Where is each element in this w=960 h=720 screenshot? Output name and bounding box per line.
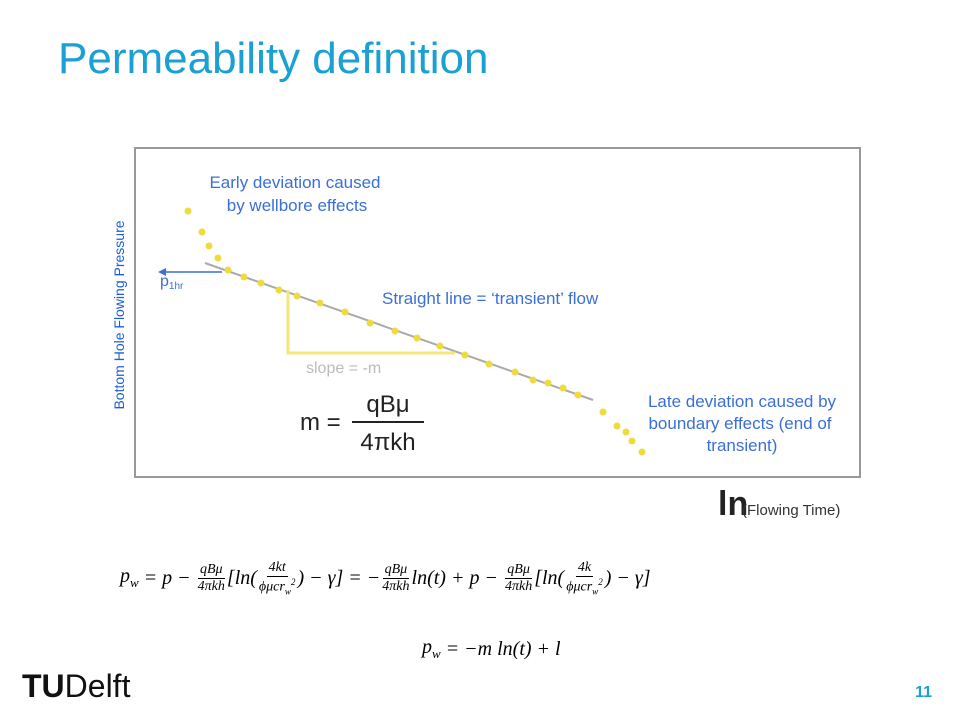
math-text: = p − <box>138 566 196 589</box>
slope-label: slope = -m <box>306 360 381 377</box>
dot <box>461 351 469 359</box>
math-sup: 2 <box>290 577 296 587</box>
dot <box>529 376 537 384</box>
dot <box>275 286 283 294</box>
fraction: 4k ϕμcrw2 <box>566 560 603 596</box>
dot <box>628 437 636 445</box>
math-text: qBμ <box>197 561 225 579</box>
dot <box>413 334 421 342</box>
math-text: qBμ <box>505 561 532 579</box>
math-text: = <box>343 566 367 589</box>
fraction: qBμ 4πkh <box>382 562 409 595</box>
figure: Bottom Hole Flowing Pressure ln (Flowing… <box>111 147 861 523</box>
slope-triangle <box>286 290 455 355</box>
straight-note: Straight line = ‘transient’ flow <box>382 289 599 308</box>
logo-delft: Delft <box>64 668 131 704</box>
dot <box>341 308 349 316</box>
dot <box>316 299 324 307</box>
dot <box>224 266 232 274</box>
math-text: 4πkh <box>197 578 225 594</box>
math-text: 4πkh <box>382 578 410 594</box>
math-base: p <box>120 565 130 588</box>
math-text: ln(t) + p − <box>411 566 503 589</box>
dot <box>599 408 607 416</box>
math-symbol: pw <box>422 636 441 662</box>
dot <box>184 207 192 215</box>
early-note: by wellbore effects <box>227 196 367 215</box>
late-note: boundary effects (end of <box>648 414 831 433</box>
m-lhs: m = <box>300 409 341 436</box>
equation: pw = p − qBμ 4πkh [ln(4kt ϕμcrw2) − γ] = − q… <box>120 560 651 596</box>
math-base: ϕμcr <box>258 579 285 595</box>
math-symbol: ϕμcrw2 <box>259 577 296 596</box>
dot <box>485 360 493 368</box>
dot <box>257 279 265 287</box>
x-axis-label: (Flowing Time) <box>742 502 840 519</box>
data-dots <box>184 207 646 456</box>
math-text: = −m ln(t) + l <box>440 637 561 660</box>
dot <box>205 242 213 250</box>
math-base: p <box>422 636 432 658</box>
math-text: [ln( <box>534 566 565 589</box>
math-symbol: pw <box>120 565 139 591</box>
math-text: 4kt <box>266 560 288 577</box>
math-base: ϕμcr <box>566 579 593 595</box>
dot <box>574 391 582 399</box>
math-text: ) − γ] <box>604 566 651 589</box>
dot <box>622 428 630 436</box>
m-den: 4πkh <box>360 429 415 456</box>
dot <box>214 254 222 262</box>
dot <box>293 292 301 300</box>
math-sup: 2 <box>598 577 603 587</box>
dot <box>366 319 374 327</box>
arrow-head <box>158 268 166 276</box>
math-sub: w <box>130 575 139 591</box>
dot <box>391 327 399 335</box>
dot <box>559 384 567 392</box>
figure-frame <box>134 147 861 478</box>
math-sub: w <box>432 646 441 661</box>
dot <box>198 228 206 236</box>
math-text: 4πkh <box>504 578 533 594</box>
equation: pw = −m ln(t) + l <box>422 636 561 662</box>
fraction: qBμ 4πkh <box>505 562 532 595</box>
dot <box>240 273 248 281</box>
math-symbol: ϕμcrw2 <box>566 577 603 596</box>
logo-tu: TU <box>22 668 65 704</box>
dot <box>638 448 646 456</box>
dot <box>544 379 552 387</box>
page-number: 11 <box>915 684 932 701</box>
math-text: ) − γ] <box>297 566 344 589</box>
p1hr: p1hr <box>160 273 184 292</box>
late-note: Late deviation caused by <box>648 392 837 411</box>
logo: TUDelft <box>22 668 130 705</box>
math-sub: w <box>284 586 291 597</box>
early-note: Early deviation caused <box>209 173 380 192</box>
dot <box>436 342 444 350</box>
math-text: 4k <box>575 560 594 577</box>
dot <box>511 368 519 376</box>
m-num: qBμ <box>366 391 409 418</box>
slide-title: Permeability definition <box>58 34 489 83</box>
math-text: − <box>366 566 381 589</box>
math-text: [ln( <box>226 566 257 589</box>
dot <box>613 422 621 430</box>
late-note: transient) <box>707 436 778 455</box>
y-axis-label: Bottom Hole Flowing Pressure <box>111 220 127 409</box>
math-sub: w <box>592 586 599 597</box>
fraction: 4kt ϕμcrw2 <box>259 560 296 596</box>
fraction: qBμ 4πkh <box>198 562 225 595</box>
trend-line <box>204 262 594 401</box>
x-axis-ln: ln <box>718 485 748 523</box>
math-text: qBμ <box>382 561 410 579</box>
